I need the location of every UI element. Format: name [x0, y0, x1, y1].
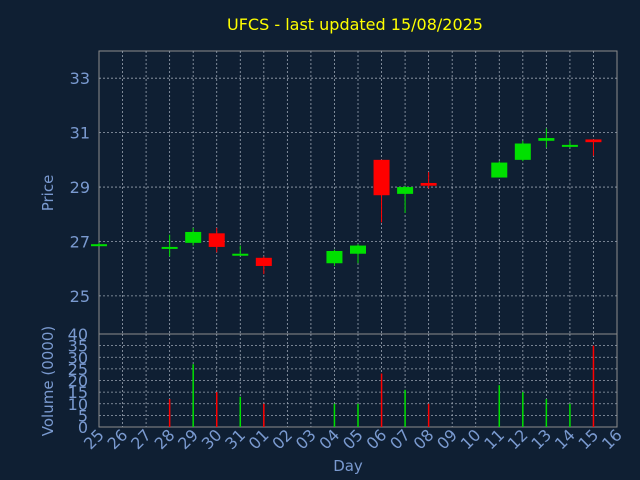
candle-body	[161, 246, 178, 249]
candle-body	[538, 138, 555, 141]
candle	[514, 140, 531, 162]
price-tick-label: 25	[70, 287, 90, 306]
volume-bar	[569, 403, 571, 427]
volume-bar	[192, 364, 194, 427]
candle	[538, 128, 555, 148]
candle	[326, 249, 343, 266]
volume-bar	[522, 392, 524, 427]
price-tick-label: 29	[70, 178, 90, 197]
volume-bar	[498, 385, 501, 427]
candle	[397, 185, 414, 213]
volume-tick-label: 30	[68, 348, 88, 367]
volume-bar	[404, 389, 406, 427]
volume-tick-label: 5	[78, 406, 88, 425]
candle	[232, 245, 249, 256]
price-tick-label: 31	[70, 124, 90, 143]
candle-body	[232, 253, 249, 256]
volume-bar	[239, 396, 242, 427]
volume-bar	[545, 399, 548, 427]
x-axis: 2526272829303101020304050607080910111213…	[80, 425, 626, 453]
price-tick-label: 33	[70, 69, 90, 88]
candle-body	[397, 187, 414, 194]
volume-bar	[380, 373, 383, 427]
candle-body	[255, 257, 272, 266]
price-tick-label: 27	[70, 232, 90, 251]
volume-bar	[357, 403, 359, 427]
volume-bar	[168, 399, 171, 427]
candle	[373, 159, 390, 223]
candle-body	[91, 244, 107, 247]
candle	[585, 139, 602, 156]
volume-tick-label: 15	[68, 383, 88, 402]
candle	[161, 234, 178, 257]
volume-bar	[427, 403, 430, 427]
x-tick-label: 16	[598, 425, 626, 453]
candle-body	[185, 231, 202, 243]
candle	[350, 244, 366, 264]
price-panel: 25 27 29 31 33	[70, 50, 618, 335]
candle	[185, 227, 202, 246]
volume-axis-label: Volume (0000)	[39, 326, 57, 436]
candle	[91, 242, 107, 247]
candle-body	[514, 143, 531, 160]
candle-body	[585, 139, 602, 143]
volume-tick-label: 10	[68, 395, 88, 414]
candle	[420, 172, 437, 189]
volume-tick-label: 35	[68, 337, 88, 356]
candle-body	[561, 144, 578, 147]
candle-body	[350, 245, 366, 254]
x-axis-label: Day	[333, 457, 363, 475]
volume-bar	[592, 345, 595, 427]
candle	[255, 256, 272, 275]
price-axis-label: Price	[39, 175, 57, 212]
candle-body	[420, 182, 437, 186]
candle	[208, 227, 225, 253]
candle	[491, 161, 508, 178]
candle-body	[491, 162, 508, 178]
volume-tick-label: 40	[68, 325, 88, 344]
candle-body	[373, 159, 390, 196]
volume-tick-label: 0	[78, 418, 88, 437]
volume-bar	[215, 392, 218, 427]
volume-tick-label: 20	[68, 372, 88, 391]
volume-bar	[263, 403, 265, 427]
candle-body	[208, 233, 225, 247]
volume-bar	[333, 403, 336, 427]
candle	[561, 140, 578, 148]
volume-tick-label: 25	[68, 360, 88, 379]
chart-title: UFCS - last updated 15/08/2025	[227, 15, 483, 34]
candle-body	[326, 251, 343, 264]
